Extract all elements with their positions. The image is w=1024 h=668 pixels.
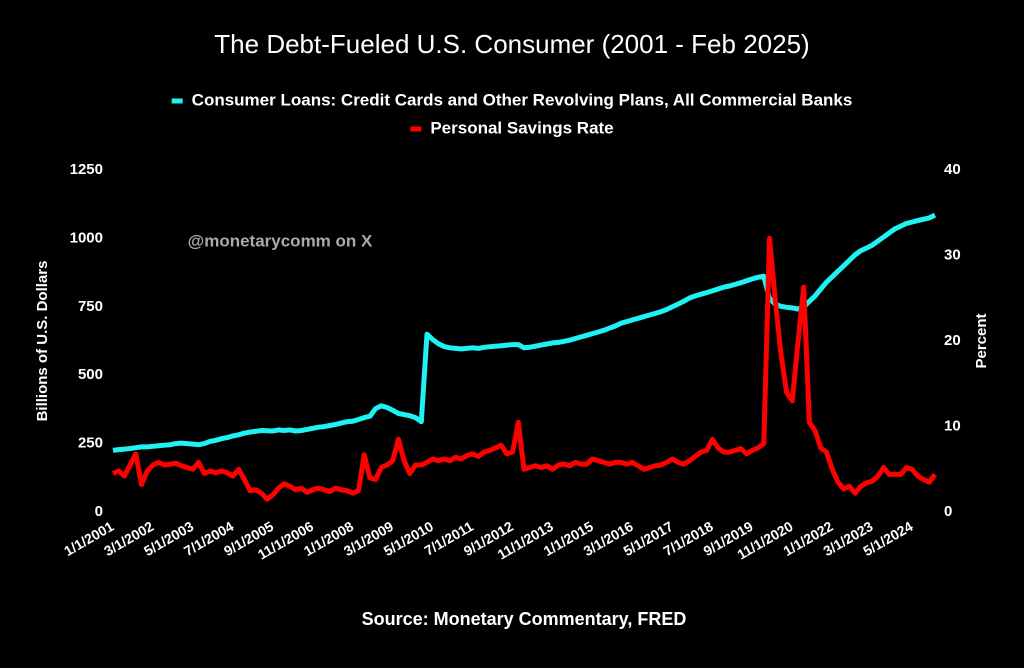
data-line [111,235,938,502]
y2-tick-label: 10 [944,417,961,434]
data-line [112,212,937,453]
source-note: Source: Monetary Commentary, FRED [362,609,687,629]
y-tick-label: 1000 [70,229,103,246]
legend-label: Personal Savings Rate [430,118,613,137]
y2-tick-label: 20 [944,332,961,349]
y2-tick-label: 40 [944,161,961,178]
legend-label: Consumer Loans: Credit Cards and Other R… [192,90,853,109]
y-tick-label: 750 [78,298,103,315]
y2-tick-label: 0 [944,503,952,520]
y-tick-label: 0 [95,503,103,520]
y-tick-label: 500 [78,366,103,383]
y2-tick-label: 30 [944,246,961,263]
y-tick-label: 250 [78,435,103,452]
y-tick-label: 1250 [70,161,103,178]
watermark: @monetarycomm on X [188,231,373,250]
y2-axis-label: Percent [973,313,990,368]
y-axis-label: Billions of U.S. Dollars [34,261,51,422]
chart-title: The Debt-Fueled U.S. Consumer (2001 - Fe… [214,29,809,59]
